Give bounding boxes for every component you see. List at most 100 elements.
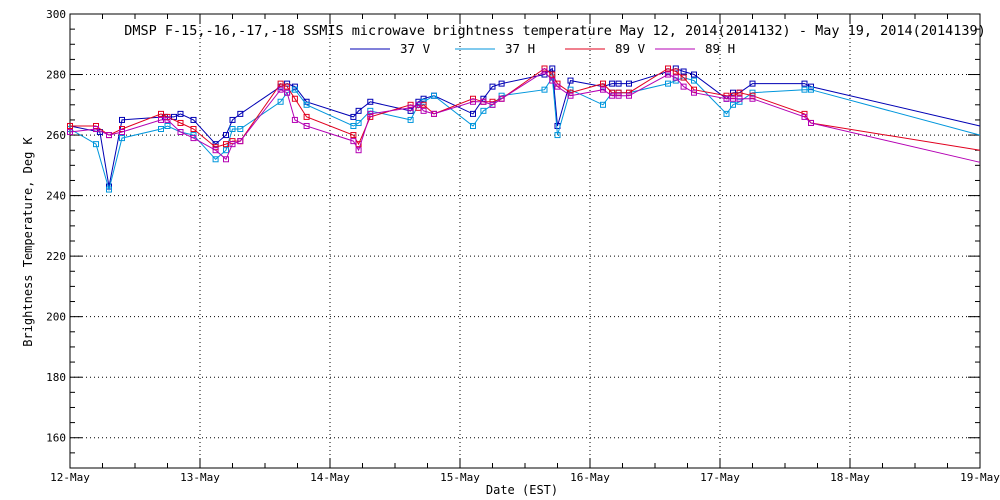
data-point — [470, 98, 476, 105]
data-point — [303, 101, 310, 108]
data-point — [93, 141, 99, 148]
series-line — [69, 76, 981, 192]
data-point — [567, 77, 574, 84]
y-tick-label: 300 — [46, 8, 66, 21]
data-point — [808, 119, 814, 126]
y-tick-label: 280 — [46, 69, 66, 82]
series-89-h — [67, 68, 981, 163]
data-point — [229, 141, 236, 148]
data-point — [723, 95, 730, 102]
data-point — [691, 89, 697, 96]
data-point — [93, 126, 99, 133]
data-point — [600, 101, 606, 108]
data-point — [119, 135, 125, 142]
chart-title: DMSP F-15,-16,-17,-18 SSMIS microwave br… — [124, 23, 986, 39]
data-point — [615, 92, 622, 99]
data-point — [350, 113, 357, 120]
data-point — [470, 122, 476, 129]
data-point — [549, 71, 556, 78]
data-point — [190, 135, 197, 142]
y-axis-label: Brightness Temperature, Deg K — [21, 136, 35, 346]
data-point — [498, 80, 505, 87]
data-point — [808, 83, 814, 90]
data-point — [672, 74, 679, 81]
y-tick-label: 160 — [46, 432, 66, 445]
plot-frame — [69, 13, 981, 469]
data-point — [554, 83, 561, 90]
data-point — [431, 110, 437, 117]
data-point — [367, 110, 374, 117]
data-point — [615, 89, 622, 96]
data-point — [801, 80, 808, 87]
data-point — [749, 80, 756, 87]
data-point — [67, 122, 73, 129]
data-point — [355, 107, 362, 114]
data-point — [730, 101, 736, 108]
legend-label: 37 V — [400, 41, 431, 56]
legend: 37 V 37 H 89 V 89 H — [350, 41, 735, 56]
x-axis-label: Date (EST) — [486, 483, 558, 497]
x-tick-label: 18-May — [830, 471, 870, 484]
x-tick-label: 12-May — [50, 471, 90, 484]
data-point — [541, 68, 548, 75]
legend-label: 89 H — [705, 41, 735, 56]
data-point — [470, 110, 476, 117]
data-point — [801, 86, 808, 93]
data-point — [626, 80, 632, 87]
data-point — [415, 101, 422, 108]
data-point — [291, 95, 298, 102]
data-point — [680, 74, 687, 81]
data-point — [489, 83, 496, 90]
data-point — [237, 126, 244, 133]
x-tick-label: 19-May — [960, 471, 1000, 484]
data-point — [736, 98, 743, 105]
data-point — [691, 77, 697, 84]
data-point — [480, 98, 487, 105]
legend-label: 89 V — [615, 41, 646, 56]
data-point — [223, 132, 229, 139]
data-point — [554, 132, 561, 139]
data-point — [691, 71, 697, 78]
data-point — [489, 101, 496, 108]
data-point — [119, 116, 125, 123]
data-point — [680, 68, 687, 75]
data-point — [355, 141, 362, 148]
data-point — [277, 86, 284, 93]
y-tick-label: 180 — [46, 371, 66, 384]
data-point — [284, 89, 291, 96]
data-point — [567, 92, 574, 99]
data-point — [407, 104, 414, 111]
y-tick-label: 260 — [46, 129, 66, 142]
data-point — [680, 83, 687, 90]
data-point — [223, 156, 229, 163]
data-point — [549, 65, 556, 72]
data-point — [626, 92, 632, 99]
data-point — [119, 129, 125, 136]
data-point — [277, 80, 284, 87]
data-point — [736, 95, 743, 102]
data-point — [212, 147, 219, 154]
y-tick-label: 220 — [46, 250, 66, 263]
data-point — [431, 92, 437, 99]
data-point — [420, 107, 427, 114]
data-point — [158, 126, 164, 133]
data-point — [367, 107, 374, 114]
series-line — [69, 70, 981, 163]
data-point — [229, 126, 236, 133]
legend-label: 37 H — [505, 41, 535, 56]
data-point — [277, 98, 284, 105]
data-point — [801, 113, 808, 120]
data-point — [212, 156, 219, 163]
data-point — [609, 92, 616, 99]
data-point — [480, 107, 487, 114]
data-point — [350, 138, 357, 145]
y-tick-label: 240 — [46, 190, 66, 203]
x-tick-label: 16-May — [570, 471, 610, 484]
data-point — [177, 110, 184, 117]
y-tick-label: 200 — [46, 311, 66, 324]
data-point — [407, 116, 414, 123]
data-point — [672, 68, 679, 75]
data-point — [158, 116, 164, 123]
data-point — [177, 119, 184, 126]
